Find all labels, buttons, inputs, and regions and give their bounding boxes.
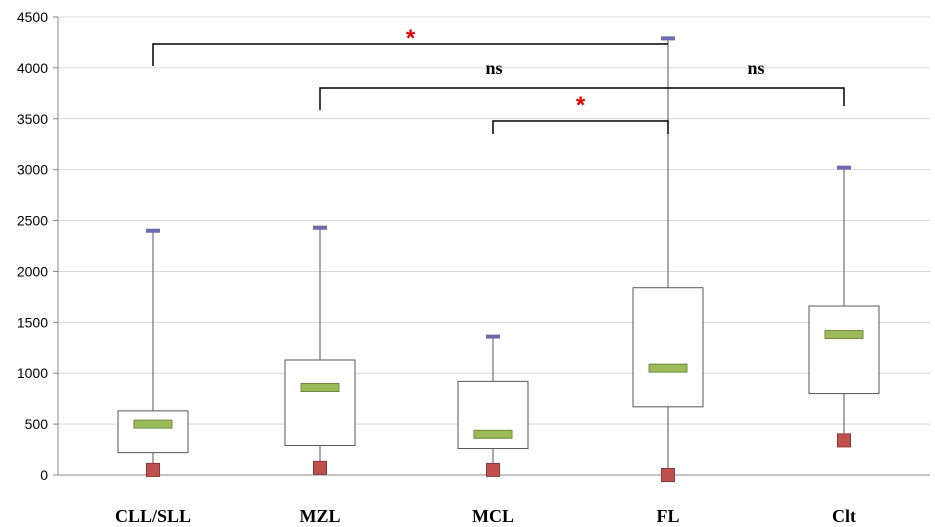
median-marker <box>473 429 513 439</box>
median-marker <box>300 382 340 392</box>
y-tick-label: 500 <box>25 416 49 432</box>
x-category-label: MZL <box>299 506 340 526</box>
iqr-box <box>284 359 356 446</box>
y-tick-label: 2500 <box>17 213 48 229</box>
bracket-mcl-fl: * <box>492 92 669 134</box>
y-tick-label: 1000 <box>17 365 48 381</box>
x-category-label: MCL <box>472 506 514 526</box>
x-category-label: CLL/SLL <box>115 506 191 526</box>
bracket-mzl-fl: ns <box>319 58 668 110</box>
significance-ns: ns <box>747 58 764 78</box>
significance-brackets: * ns ns * <box>152 25 845 134</box>
box-mzl <box>284 225 356 475</box>
y-tick-label: 2000 <box>17 263 48 279</box>
min-marker <box>313 460 327 475</box>
min-marker <box>837 433 851 448</box>
y-tick-label: 1500 <box>17 314 48 330</box>
min-marker <box>146 462 160 477</box>
median-marker <box>133 419 173 429</box>
iqr-box <box>117 410 189 454</box>
box-fl <box>632 36 704 482</box>
max-marker <box>661 36 675 41</box>
max-marker <box>837 165 851 170</box>
significance-star: * <box>576 92 586 119</box>
x-axis-labels: CLL/SLL MZL MCL FL Clt <box>115 506 856 526</box>
bracket-line <box>668 87 845 106</box>
significance-star: * <box>406 25 416 52</box>
y-tick-label: 3500 <box>17 111 48 127</box>
max-marker <box>313 225 327 230</box>
iqr-box <box>632 287 704 408</box>
bracket-line <box>152 43 668 66</box>
y-tick-label: 4500 <box>17 9 48 25</box>
median-marker <box>648 363 688 373</box>
box-cll-sll <box>117 228 189 477</box>
x-category-label: Clt <box>832 506 856 526</box>
max-marker <box>146 228 160 233</box>
significance-ns: ns <box>485 58 502 78</box>
y-axis: 0 500 1000 1500 2000 2500 3000 3500 4000 4500 <box>17 9 930 483</box>
gridlines <box>58 16 930 476</box>
x-category-label: FL <box>656 506 679 526</box>
max-marker <box>486 334 500 339</box>
boxes <box>117 36 880 482</box>
bracket-line <box>319 87 668 110</box>
y-tick-label: 4000 <box>17 60 48 76</box>
bracket-fl-clt: ns <box>668 58 845 106</box>
box-clt <box>808 165 880 448</box>
median-marker <box>824 330 864 340</box>
y-tick-label: 3000 <box>17 162 48 178</box>
min-marker <box>661 468 675 482</box>
y-tick-label: 0 <box>40 467 48 483</box>
iqr-box <box>808 305 880 395</box>
min-marker <box>486 462 500 477</box>
bracket-cllsll-fl: * <box>152 25 668 66</box>
box-mcl <box>457 334 529 477</box>
bracket-line <box>492 120 669 134</box>
